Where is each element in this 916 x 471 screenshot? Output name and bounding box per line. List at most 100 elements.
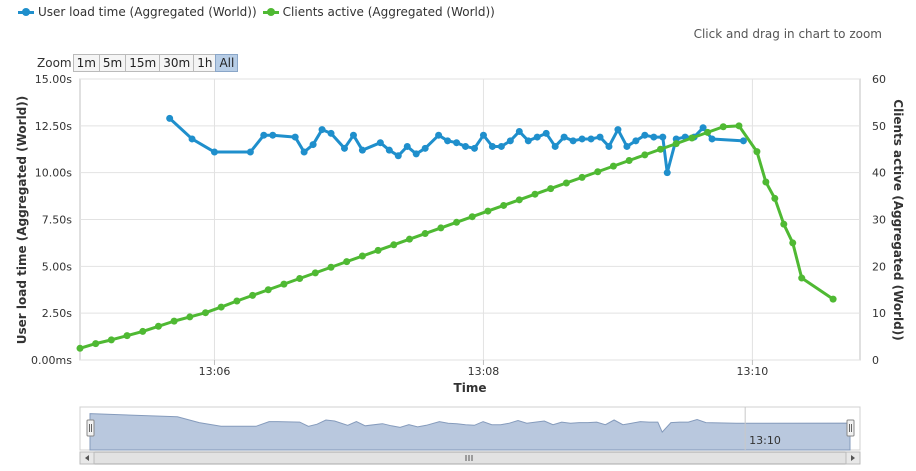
data-point [719,123,727,131]
data-point [659,133,667,141]
series-marker-icon [262,7,279,17]
data-point [107,336,115,344]
zoom-30m-button[interactable]: 30m [159,54,195,72]
data-point [269,131,277,139]
scrollbar-thumb[interactable] [93,451,847,465]
zoom-1h-button[interactable]: 1h [193,54,217,72]
data-point [327,129,335,137]
y-left-tick-label: 2.50s [42,307,72,320]
data-point [594,168,602,176]
data-point [233,297,241,305]
y-right-tick-label: 60 [872,73,886,86]
zoom-5m-button[interactable]: 5m [98,54,127,72]
data-point [217,303,225,311]
arrow-left-icon [85,455,89,461]
zoom-1m-button[interactable]: 1m [72,54,100,72]
data-point [789,239,797,247]
data-point [531,190,539,198]
zoom-15m-button[interactable]: 15m [125,54,161,72]
data-point [551,142,559,150]
data-point [210,148,218,156]
data-point [376,139,384,147]
data-point [688,134,696,142]
y-left-tick-label: 10.00s [35,167,72,180]
data-point [349,131,357,139]
data-point [405,235,413,243]
data-point [641,131,649,139]
arrow-right-icon [851,455,855,461]
navigator-series-area [89,413,851,451]
data-point [829,295,837,303]
data-point [650,133,658,141]
data-point [497,142,505,150]
legend-item-user-load-time[interactable]: User load time (Aggregated (World)) [18,5,257,19]
y-axis-left-title: User load time (Aggregated (World)) [15,95,29,345]
data-point [542,129,550,137]
data-point [609,162,617,170]
data-point [569,137,577,145]
data-point [468,213,476,221]
navigator-handle[interactable] [86,419,95,437]
legend: User load time (Aggregated (World)) Clie… [18,5,495,19]
navigator-handle[interactable] [846,419,855,437]
data-point [625,156,633,164]
data-point [280,280,288,288]
data-point [562,179,570,187]
data-point [123,332,131,340]
data-point [260,131,268,139]
data-point [394,152,402,160]
data-point [92,340,100,348]
data-point [515,196,523,204]
legend-item-clients-active[interactable]: Clients active (Aggregated (World)) [262,5,495,19]
y-right-tick-label: 50 [872,120,886,133]
data-point [641,151,649,159]
data-point [318,126,326,134]
y-right-tick-label: 30 [872,214,886,227]
data-point [470,144,478,152]
data-point [249,291,257,299]
y-left-tick-label: 5.00s [42,260,72,273]
data-point [663,169,671,177]
data-point [762,178,770,186]
data-point [421,230,429,238]
data-point [444,137,452,145]
data-point [437,224,445,232]
data-point [435,131,443,139]
data-point [780,220,788,228]
data-point [462,142,470,150]
data-point [412,150,420,158]
zoom-hint: Click and drag in chart to zoom [693,27,882,41]
data-point [358,146,366,154]
data-point [632,137,640,145]
data-point [771,194,779,202]
data-point [202,309,210,317]
data-point [296,275,304,283]
data-point [614,126,622,134]
data-point [170,317,178,325]
data-point [524,137,532,145]
x-tick-label: 13:08 [468,365,500,378]
data-point [739,137,747,145]
legend-label: Clients active (Aggregated (World)) [282,5,495,19]
x-tick-label: 13:06 [199,365,231,378]
data-point [390,241,398,249]
y-left-tick-label: 15.00s [35,73,72,86]
y-right-tick-label: 0 [872,354,879,367]
data-point [76,344,84,352]
data-point [578,135,586,143]
y-left-tick-label: 7.50s [42,214,72,227]
x-axis-title: Time [453,381,487,395]
data-point [188,135,196,143]
data-point [421,144,429,152]
data-point [506,137,514,145]
data-point [672,140,680,148]
data-point [264,286,272,294]
data-point [657,145,665,153]
y-right-tick-label: 40 [872,167,886,180]
zoom-all-button[interactable]: All [215,54,239,72]
y-left-tick-label: 0.00ms [31,354,72,367]
data-point [374,246,382,254]
data-point [753,148,761,156]
data-point [291,133,299,141]
